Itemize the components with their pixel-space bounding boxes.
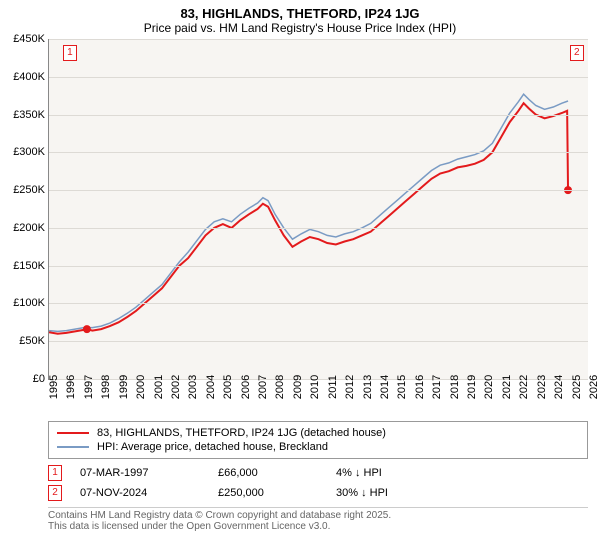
x-axis-label: 2014 (379, 375, 391, 399)
gridline (49, 228, 588, 229)
attribution-line1: Contains HM Land Registry data © Crown c… (48, 510, 588, 521)
x-axis-label: 1995 (48, 375, 60, 399)
x-axis-label: 1996 (65, 375, 77, 399)
gridline (49, 303, 588, 304)
data-point-number: 1 (48, 465, 62, 481)
plot-area: £0£50K£100K£150K£200K£250K£300K£350K£400… (48, 39, 588, 380)
marker-box: 2 (570, 45, 584, 61)
x-axis-label: 2024 (553, 375, 565, 399)
legend-row: HPI: Average price, detached house, Brec… (57, 440, 579, 454)
x-axis-label: 2012 (344, 375, 356, 399)
data-point-pct: 30% ↓ HPI (336, 487, 388, 499)
x-axis-label: 2018 (449, 375, 461, 399)
x-axis-label: 2017 (431, 375, 443, 399)
line-chart-svg (49, 39, 588, 379)
y-axis-label: £450K (3, 33, 45, 45)
x-axis-label: 2003 (187, 375, 199, 399)
x-axis-label: 2007 (257, 375, 269, 399)
gridline (49, 266, 588, 267)
legend-swatch (57, 446, 89, 448)
x-axis-label: 2020 (483, 375, 495, 399)
x-axis-label: 2022 (518, 375, 530, 399)
x-axis-label: 1997 (83, 375, 95, 399)
x-axis-label: 2025 (571, 375, 583, 399)
x-axis-label: 2015 (396, 375, 408, 399)
chart-title: 83, HIGHLANDS, THETFORD, IP24 1JG (0, 0, 600, 21)
marker-dot (83, 325, 91, 333)
x-axis-label: 2006 (240, 375, 252, 399)
x-axis-label: 2008 (274, 375, 286, 399)
chart-area: £0£50K£100K£150K£200K£250K£300K£350K£400… (48, 39, 588, 419)
x-axis-label: 2005 (222, 375, 234, 399)
y-axis-label: £50K (3, 335, 45, 347)
y-axis-label: £300K (3, 146, 45, 158)
series-line-price_paid (49, 103, 568, 334)
data-point-row: 2 07-NOV-2024 £250,000 30% ↓ HPI (48, 483, 588, 503)
attribution-line2: This data is licensed under the Open Gov… (48, 521, 588, 532)
chart-container: 83, HIGHLANDS, THETFORD, IP24 1JG Price … (0, 0, 600, 560)
x-axis-label: 2026 (588, 375, 600, 399)
data-point-pct: 4% ↓ HPI (336, 467, 382, 479)
gridline (49, 152, 588, 153)
data-point-price: £66,000 (218, 467, 318, 479)
x-axis-label: 2019 (466, 375, 478, 399)
data-points-table: 1 07-MAR-1997 £66,000 4% ↓ HPI 2 07-NOV-2024 £… (48, 463, 588, 503)
x-axis-label: 2011 (327, 375, 339, 399)
y-axis-label: £0 (3, 373, 45, 385)
series-line-hpi (49, 94, 568, 331)
x-axis-label: 1998 (100, 375, 112, 399)
data-point-price: £250,000 (218, 487, 318, 499)
attribution: Contains HM Land Registry data © Crown c… (48, 507, 588, 532)
gridline (49, 341, 588, 342)
gridline (49, 190, 588, 191)
legend-row: 83, HIGHLANDS, THETFORD, IP24 1JG (detac… (57, 426, 579, 440)
x-axis-label: 1999 (118, 375, 130, 399)
y-axis-label: £200K (3, 222, 45, 234)
chart-subtitle: Price paid vs. HM Land Registry's House … (0, 21, 600, 39)
marker-box: 1 (63, 45, 77, 61)
data-point-row: 1 07-MAR-1997 £66,000 4% ↓ HPI (48, 463, 588, 483)
x-axis-label: 2000 (135, 375, 147, 399)
y-axis-label: £350K (3, 109, 45, 121)
gridline (49, 77, 588, 78)
data-point-date: 07-MAR-1997 (80, 467, 200, 479)
y-axis-label: £100K (3, 297, 45, 309)
x-axis-label: 2010 (309, 375, 321, 399)
y-axis-label: £150K (3, 260, 45, 272)
legend-label: 83, HIGHLANDS, THETFORD, IP24 1JG (detac… (97, 427, 386, 439)
y-axis-label: £250K (3, 184, 45, 196)
gridline (49, 39, 588, 40)
data-point-date: 07-NOV-2024 (80, 487, 200, 499)
x-axis-labels: 1995199619971998199920002001200220032004… (48, 381, 588, 421)
x-axis-label: 2004 (205, 375, 217, 399)
legend-label: HPI: Average price, detached house, Brec… (97, 441, 328, 453)
legend-swatch (57, 432, 89, 434)
x-axis-label: 2009 (292, 375, 304, 399)
x-axis-label: 2016 (414, 375, 426, 399)
x-axis-label: 2023 (536, 375, 548, 399)
legend: 83, HIGHLANDS, THETFORD, IP24 1JG (detac… (48, 421, 588, 459)
data-point-number: 2 (48, 485, 62, 501)
x-axis-label: 2013 (362, 375, 374, 399)
x-axis-label: 2002 (170, 375, 182, 399)
x-axis-label: 2001 (153, 375, 165, 399)
gridline (49, 115, 588, 116)
y-axis-label: £400K (3, 71, 45, 83)
x-axis-label: 2021 (501, 375, 513, 399)
